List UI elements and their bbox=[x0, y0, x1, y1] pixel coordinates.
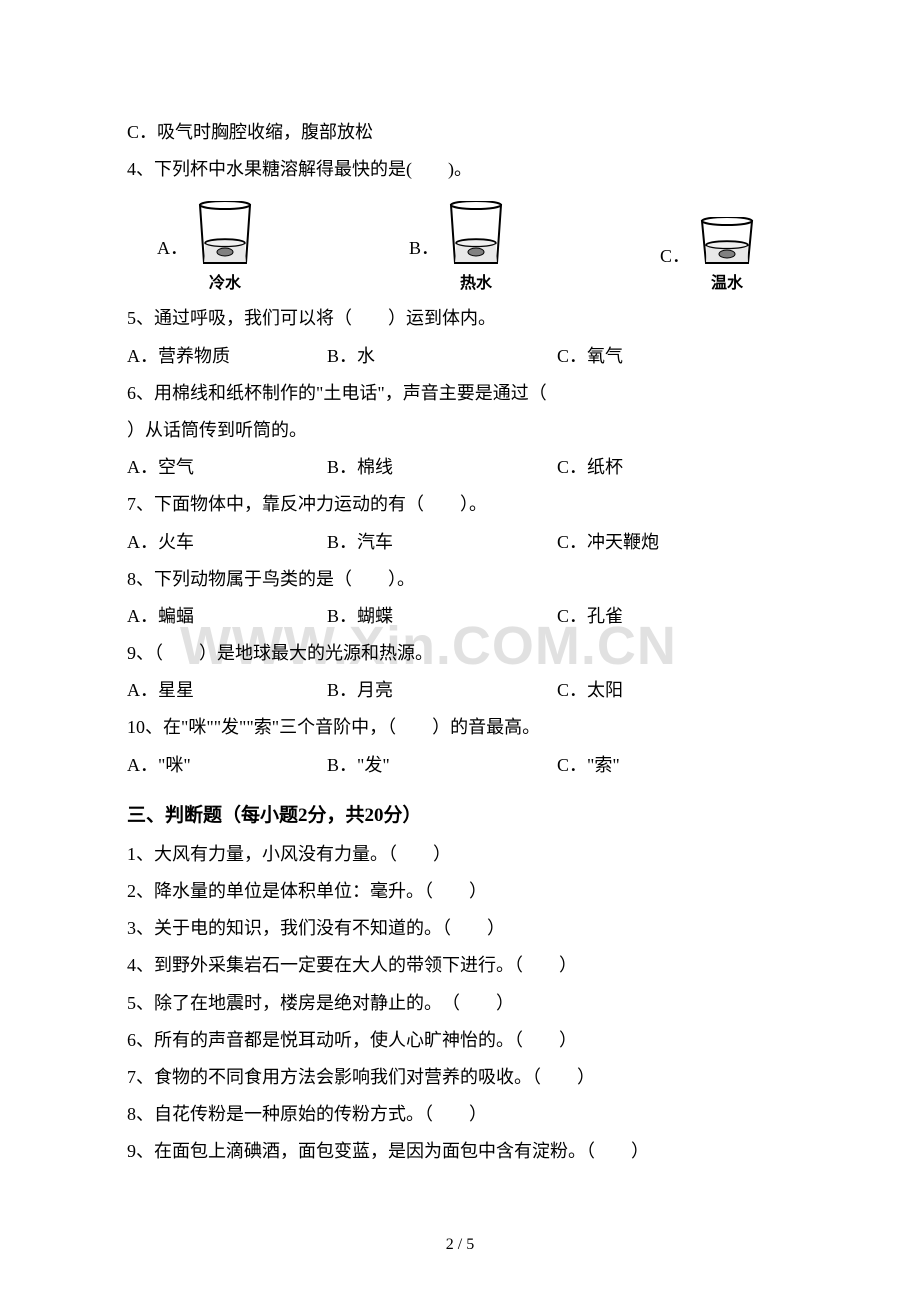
q7-options: A．火车 B．汽车 C．冲天鞭炮 bbox=[127, 525, 793, 559]
judgment-8: 8、自花传粉是一种原始的传粉方式。（ ） bbox=[127, 1097, 793, 1131]
q10-option-b: B．"发" bbox=[327, 748, 557, 782]
q5-options: A．营养物质 B．水 C．氧气 bbox=[127, 339, 793, 373]
q5-option-a: A．营养物质 bbox=[127, 339, 327, 373]
q5-option-b: B．水 bbox=[327, 339, 557, 373]
q10-option-c: C．"索" bbox=[557, 748, 793, 782]
q9-options: A．星星 B．月亮 C．太阳 bbox=[127, 673, 793, 707]
q6-option-a: A．空气 bbox=[127, 450, 327, 484]
judgment-7: 7、食物的不同食用方法会影响我们对营养的吸收。（ ） bbox=[127, 1060, 793, 1094]
q4-option-b-label: 热水 bbox=[460, 269, 492, 293]
judgment-2: 2、降水量的单位是体积单位：毫升。（ ） bbox=[127, 874, 793, 908]
section-3-heading: 三、判断题（每小题2分，共20分） bbox=[127, 800, 793, 827]
q9-option-c: C．太阳 bbox=[557, 673, 793, 707]
judgment-4: 4、到野外采集岩石一定要在大人的带领下进行。（ ） bbox=[127, 948, 793, 982]
q8-stem: 8、下列动物属于鸟类的是（ ）。 bbox=[127, 562, 793, 596]
q4-option-b: B． 热水 bbox=[409, 201, 505, 293]
judgment-5: 5、除了在地震时，楼房是绝对静止的。 （ ） bbox=[127, 986, 793, 1020]
q7-option-b: B．汽车 bbox=[327, 525, 557, 559]
document-content: C．吸气时胸腔收缩，腹部放松 4、下列杯中水果糖溶解得最快的是( )。 A． 冷… bbox=[0, 0, 920, 1169]
q8-option-c: C．孔雀 bbox=[557, 599, 793, 633]
q8-option-b: B．蝴蝶 bbox=[327, 599, 557, 633]
q10-option-a: A．"咪" bbox=[127, 748, 327, 782]
q9-stem: 9、（ ）是地球最大的光源和热源。 bbox=[127, 636, 793, 670]
q4-image-row: A． 冷水 B． bbox=[127, 201, 793, 293]
q10-stem: 10、在"咪""发""索"三个音阶中，（ ）的音最高。 bbox=[127, 710, 793, 744]
q7-stem: 7、下面物体中，靠反冲力运动的有（ ）。 bbox=[127, 487, 793, 521]
q4-option-a: A． 冷水 bbox=[157, 201, 254, 293]
q5-stem: 5、通过呼吸，我们可以将（ ）运到体内。 bbox=[127, 301, 793, 335]
q7-option-a: A．火车 bbox=[127, 525, 327, 559]
q4-stem: 4、下列杯中水果糖溶解得最快的是( )。 bbox=[127, 152, 793, 186]
q4-option-b-letter: B． bbox=[409, 234, 439, 260]
q6-option-b: B．棉线 bbox=[327, 450, 557, 484]
cup-cold-icon bbox=[196, 201, 254, 267]
cup-warm-icon bbox=[698, 217, 756, 267]
q4-option-a-letter: A． bbox=[157, 234, 188, 260]
q4-option-c-letter: C． bbox=[660, 242, 690, 268]
q9-option-b: B．月亮 bbox=[327, 673, 557, 707]
q5-option-c: C．氧气 bbox=[557, 339, 793, 373]
q6-options: A．空气 B．棉线 C．纸杯 bbox=[127, 450, 793, 484]
q4-option-c: C． 温水 bbox=[660, 217, 756, 293]
q4-option-c-label: 温水 bbox=[711, 269, 743, 293]
q4-option-a-label: 冷水 bbox=[209, 269, 241, 293]
q6-option-c: C．纸杯 bbox=[557, 450, 793, 484]
q9-option-a: A．星星 bbox=[127, 673, 327, 707]
q6-stem-line1: 6、用棉线和纸杯制作的"土电话"，声音主要是通过（ bbox=[127, 376, 793, 410]
q10-options: A．"咪" B．"发" C．"索" bbox=[127, 748, 793, 782]
judgment-3: 3、关于电的知识，我们没有不知道的。（ ） bbox=[127, 911, 793, 945]
cup-hot-icon bbox=[447, 201, 505, 267]
q7-option-c: C．冲天鞭炮 bbox=[557, 525, 793, 559]
q8-option-a: A．蝙蝠 bbox=[127, 599, 327, 633]
q8-options: A．蝙蝠 B．蝴蝶 C．孔雀 bbox=[127, 599, 793, 633]
q3-option-c: C．吸气时胸腔收缩，腹部放松 bbox=[127, 115, 793, 149]
q6-stem-line2: ）从话筒传到听筒的。 bbox=[127, 413, 793, 447]
judgment-9: 9、在面包上滴碘酒，面包变蓝，是因为面包中含有淀粉。（ ） bbox=[127, 1134, 793, 1168]
judgment-1: 1、大风有力量，小风没有力量。（ ） bbox=[127, 837, 793, 871]
judgment-6: 6、所有的声音都是悦耳动听，使人心旷神怡的。（ ） bbox=[127, 1023, 793, 1057]
page-number: 2 / 5 bbox=[0, 1236, 920, 1254]
